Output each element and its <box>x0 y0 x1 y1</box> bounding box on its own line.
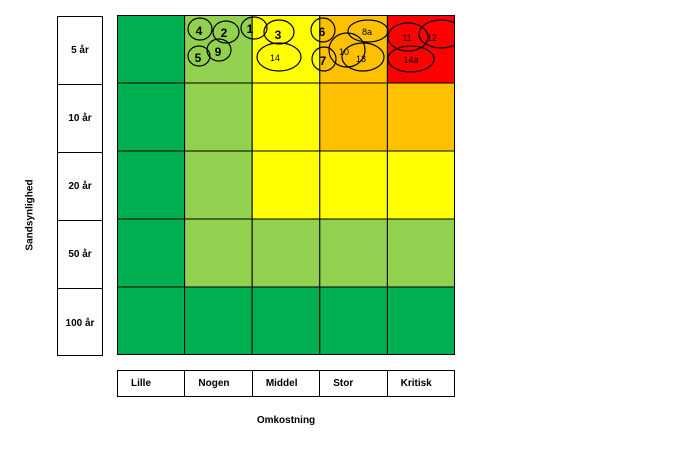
risk-marker-label: 6 <box>319 25 326 39</box>
risk-marker-label: 8a <box>362 27 372 37</box>
matrix-cell-r3-c4 <box>386 218 455 288</box>
matrix-border <box>117 15 455 355</box>
risk-marker-6: 6 <box>310 17 336 43</box>
risk-marker-14a: 14a <box>387 45 435 73</box>
matrix-cell-r1-c1 <box>184 82 253 152</box>
risk-marker-11: 11 <box>387 22 429 52</box>
matrix-cell-r2-c4 <box>386 150 455 220</box>
risk-marker-label: 14a <box>403 55 418 65</box>
risk-marker-ellipse <box>387 45 435 73</box>
risk-marker-ellipse <box>256 42 302 72</box>
risk-marker-8a: 8a <box>347 19 389 43</box>
matrix-cell-r3-c2 <box>251 218 321 288</box>
matrix-cell-r2-c3 <box>319 150 388 220</box>
risk-marker-label: 5 <box>195 51 202 65</box>
matrix-cell-r0-c2 <box>251 15 321 84</box>
risk-marker-label: 9 <box>215 45 222 59</box>
risk-marker-2: 2 <box>212 20 240 44</box>
y-axis-label: Sandsynlighed <box>24 179 36 251</box>
risk-marker-ellipse <box>341 42 385 72</box>
risk-marker-label: 14 <box>270 53 280 63</box>
risk-marker-label: 4 <box>196 24 203 38</box>
risk-marker-ellipse <box>418 19 455 49</box>
risk-marker-ellipse <box>206 38 232 62</box>
row-label-100: 100 år <box>65 317 95 329</box>
risk-marker-label: 12 <box>427 33 437 43</box>
risk-marker-ellipse <box>311 46 337 72</box>
matrix-cell-r0-c0 <box>117 15 186 84</box>
risk-marker-ellipse <box>187 17 213 41</box>
risk-marker-ellipse <box>187 45 211 67</box>
row-label-20: 20 år <box>58 153 102 221</box>
risk-marker-label: 1 <box>247 22 254 36</box>
risk-marker-7: 7 <box>311 46 337 72</box>
risk-marker-5: 5 <box>187 45 211 67</box>
row-label-5: 5 år <box>58 17 102 85</box>
risk-marker-ellipse <box>387 22 429 52</box>
column-label-kritisk: Kritisk <box>400 378 432 389</box>
matrix-cell-r1-c3 <box>319 82 388 152</box>
matrix-cell-r3-c3 <box>319 218 388 288</box>
risk-marker-label: 2 <box>221 26 228 40</box>
risk-marker-label: 11 <box>402 33 411 43</box>
x-axis-label: Omkostning <box>256 415 316 426</box>
matrix-cell-r2-c1 <box>184 150 253 220</box>
matrix-cell-r2-c0 <box>117 150 186 220</box>
risk-marker-label: 3 <box>275 28 282 42</box>
risk-marker-1: 1 <box>240 16 268 40</box>
matrix-cell-r4-c2 <box>251 286 321 355</box>
matrix-cell-r2-c2 <box>251 150 321 220</box>
matrix-cell-r4-c1 <box>184 286 253 355</box>
row-labels: 5 år 10 år 20 år 50 år 100 år <box>57 16 103 356</box>
matrix-cell-r1-c2 <box>251 82 321 152</box>
risk-marker-label: 13 <box>356 54 366 64</box>
y-axis-title: Sandsynlighed <box>2 120 62 310</box>
risk-marker-ellipse <box>328 32 366 68</box>
matrix-cell-r1-c4 <box>386 82 455 152</box>
risk-matrix: 4 2 1 5 9 3 14 6 8a 10 7 13 11 12 14a <box>117 15 455 355</box>
matrix-cell-r4-c0 <box>117 286 186 355</box>
column-label-nogen: Nogen <box>185 371 253 396</box>
matrix-cell-r4-c3 <box>319 286 388 355</box>
risk-marker-ellipse <box>212 20 240 44</box>
column-label-lille: Lille <box>118 371 186 396</box>
risk-marker-4: 4 <box>187 17 213 41</box>
risk-marker-9: 9 <box>206 38 232 62</box>
risk-marker-12: 12 <box>418 19 455 49</box>
risk-marker-label: 7 <box>320 54 327 68</box>
risk-marker-ellipse <box>347 19 389 43</box>
matrix-cell-r3-c1 <box>184 218 253 288</box>
risk-marker-ellipse <box>240 16 268 40</box>
matrix-cell-r3-c0 <box>117 218 186 288</box>
risk-marker-3: 3 <box>263 19 295 45</box>
column-label-stor: Stor <box>320 371 388 396</box>
risk-marker-ellipse <box>263 19 295 45</box>
row-label-50: 50 år <box>58 221 102 289</box>
row-label-10: 10 år <box>58 85 102 153</box>
matrix-cell-r4-c4 <box>386 286 455 355</box>
risk-marker-13: 13 <box>341 42 385 72</box>
column-labels: Lille Nogen Middel Stor Kritisk <box>117 370 455 397</box>
risk-marker-14: 14 <box>256 42 302 72</box>
matrix-cell-r1-c0 <box>117 82 186 152</box>
column-label-middel: Middel <box>253 371 321 396</box>
risk-marker-ellipse <box>310 17 336 43</box>
